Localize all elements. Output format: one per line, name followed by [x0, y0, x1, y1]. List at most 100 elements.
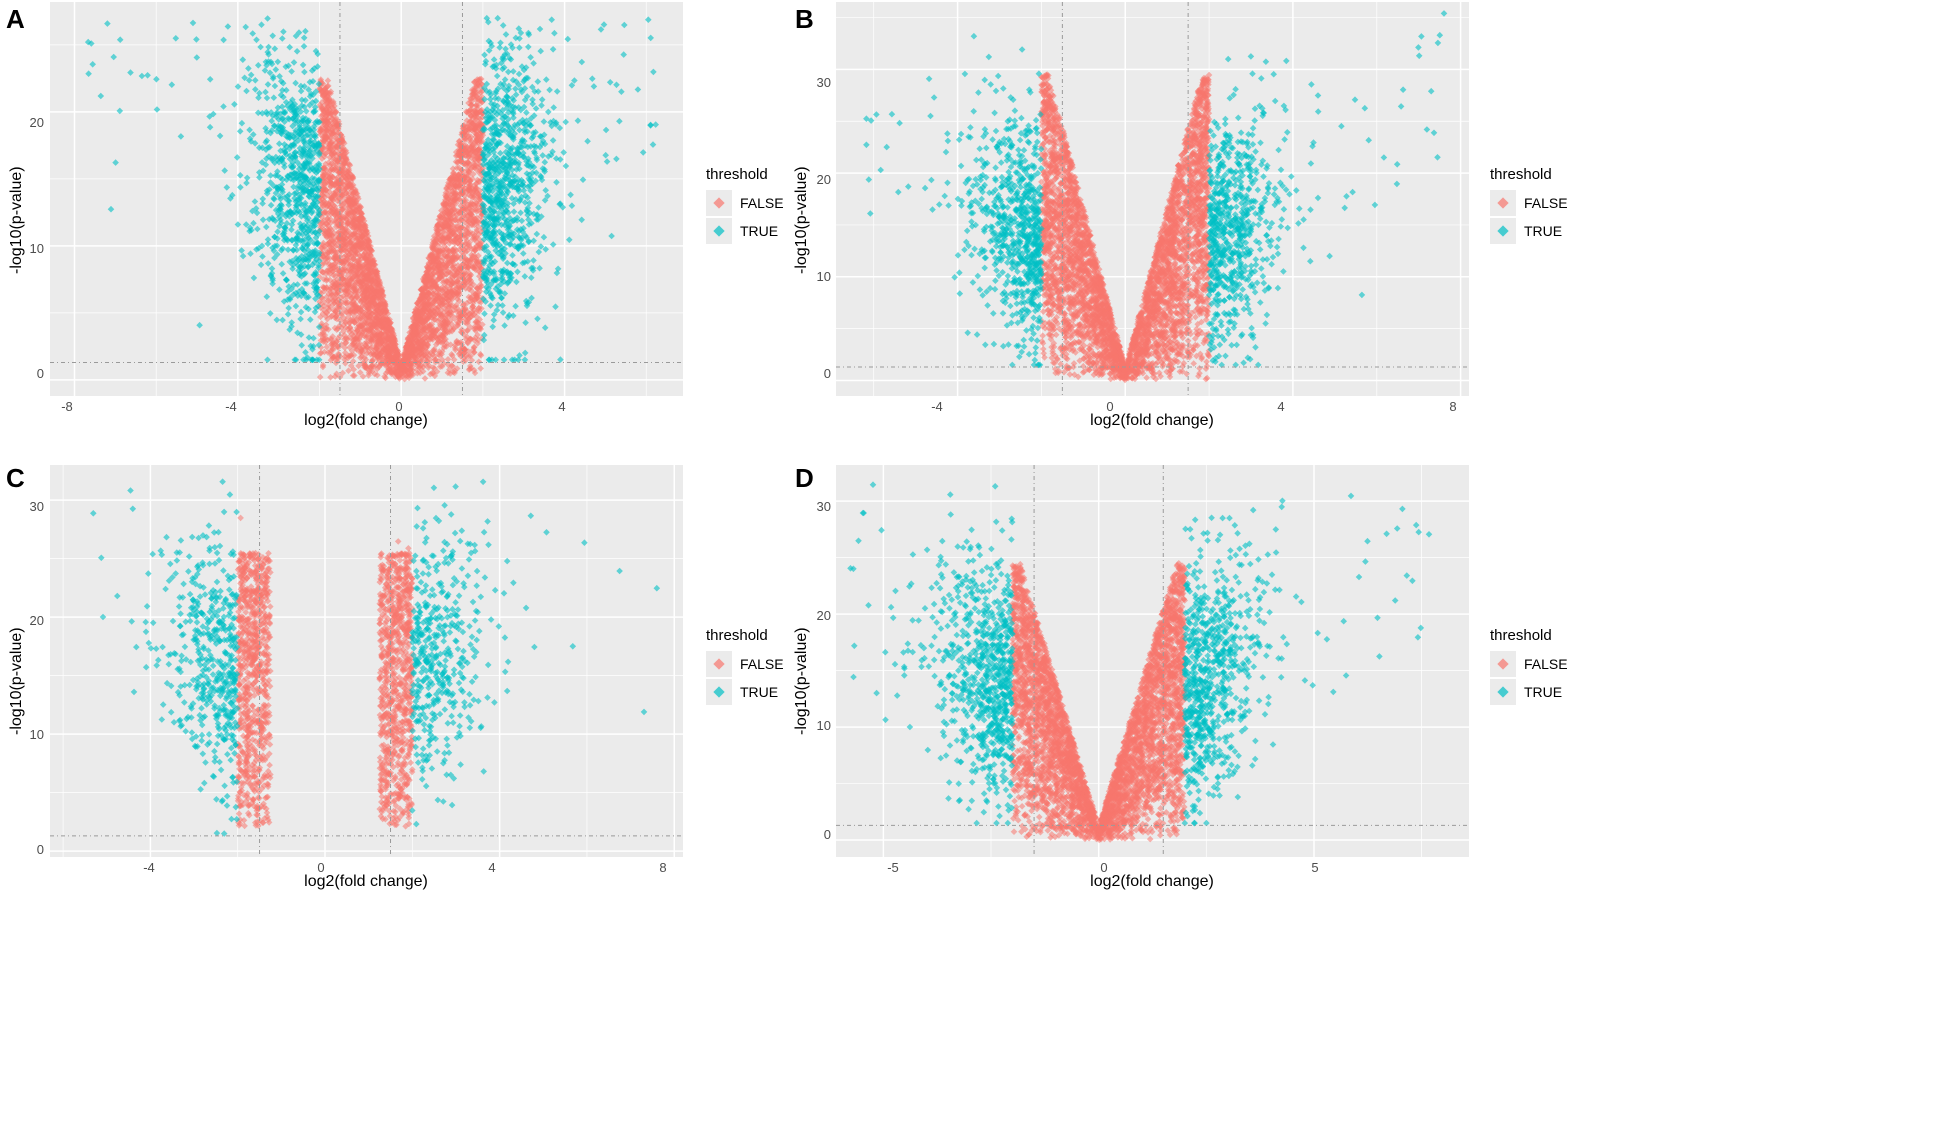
false-point — [346, 328, 353, 335]
true-point — [301, 103, 308, 111]
false-point — [440, 202, 448, 210]
false-point — [319, 361, 327, 369]
false-point — [462, 131, 469, 138]
false-point — [466, 365, 474, 373]
false-point — [401, 375, 408, 383]
true-point — [516, 44, 523, 51]
true-point — [189, 19, 197, 27]
false-point — [474, 202, 481, 209]
false-point — [454, 159, 461, 166]
false-point — [325, 136, 333, 144]
true-point — [538, 102, 545, 109]
true-point — [502, 148, 510, 156]
false-point — [444, 234, 451, 242]
false-point — [463, 237, 470, 245]
false-point — [442, 200, 450, 207]
false-point — [337, 146, 344, 154]
false-point — [319, 269, 327, 276]
false-point — [324, 140, 331, 147]
false-point — [477, 352, 485, 359]
false-point — [384, 335, 391, 342]
false-point — [447, 179, 455, 187]
false-point — [449, 255, 456, 262]
false-point — [451, 369, 458, 377]
true-point — [272, 66, 280, 73]
false-point — [344, 271, 352, 279]
false-point — [371, 332, 379, 339]
true-point — [298, 252, 306, 260]
false-point — [326, 188, 333, 196]
false-point — [375, 295, 383, 303]
false-point — [324, 315, 331, 323]
false-point — [420, 292, 428, 300]
false-point — [451, 171, 459, 179]
false-point — [461, 179, 469, 186]
false-point — [439, 235, 446, 242]
false-point — [329, 130, 337, 137]
false-point — [322, 135, 330, 142]
false-point — [334, 197, 341, 205]
false-point — [326, 255, 333, 262]
false-point — [337, 317, 344, 324]
false-point — [471, 290, 479, 298]
true-point — [509, 94, 516, 102]
false-point — [355, 304, 363, 312]
false-point — [320, 197, 328, 205]
false-point — [454, 262, 462, 269]
true-point — [521, 356, 529, 364]
false-point — [451, 208, 459, 215]
true-point — [293, 174, 300, 182]
true-point — [276, 193, 284, 200]
false-point — [469, 152, 477, 159]
false-point — [327, 134, 335, 141]
false-point — [333, 174, 341, 182]
false-point — [318, 245, 325, 252]
false-point — [449, 272, 457, 279]
false-point — [330, 353, 337, 361]
true-point — [529, 83, 536, 91]
true-point — [480, 169, 488, 176]
false-point — [324, 210, 332, 218]
false-point — [409, 371, 417, 379]
false-point — [342, 243, 349, 250]
true-point — [492, 94, 499, 102]
false-point — [347, 178, 354, 185]
false-point — [468, 185, 476, 192]
false-point — [372, 345, 379, 352]
false-point — [355, 362, 362, 370]
false-point — [413, 347, 420, 354]
false-point — [449, 264, 457, 272]
false-point — [348, 231, 356, 238]
true-point — [486, 141, 493, 148]
false-point — [322, 208, 329, 216]
false-point — [333, 357, 341, 365]
false-point — [380, 360, 388, 367]
false-point — [465, 162, 473, 169]
false-point — [476, 120, 484, 128]
true-point — [526, 199, 533, 207]
false-point — [431, 356, 439, 364]
false-point — [365, 372, 372, 379]
false-point — [327, 101, 334, 109]
true-point — [281, 236, 288, 244]
false-point — [447, 317, 454, 324]
true-point — [107, 205, 115, 213]
false-point — [466, 230, 473, 238]
false-point — [436, 315, 443, 323]
false-point — [333, 135, 341, 143]
false-point — [362, 245, 370, 252]
false-point — [328, 236, 335, 244]
false-point — [318, 113, 325, 120]
true-point — [486, 219, 493, 227]
true-point — [499, 309, 507, 316]
false-point — [458, 145, 466, 152]
true-point — [254, 109, 262, 117]
false-point — [342, 349, 349, 357]
false-point — [325, 218, 332, 226]
false-point — [452, 176, 460, 183]
false-point — [384, 329, 391, 337]
false-point — [361, 354, 368, 361]
true-point — [257, 261, 265, 269]
true-point — [285, 197, 293, 205]
false-point — [427, 370, 434, 378]
